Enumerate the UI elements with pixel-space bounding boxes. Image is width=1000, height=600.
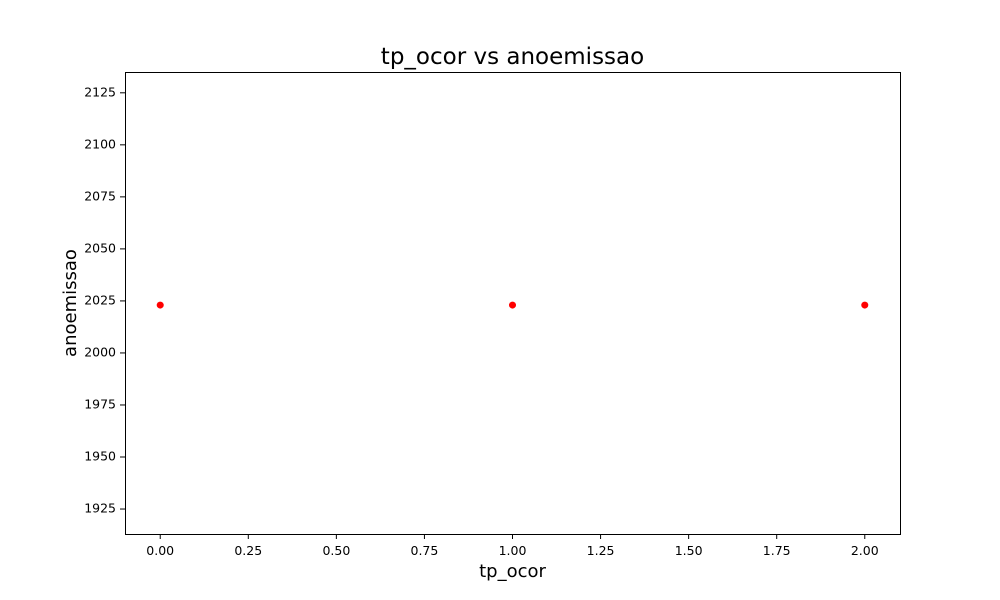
x-tick-label: 0.25 xyxy=(234,543,262,558)
y-axis-title: anoemissao xyxy=(60,249,81,357)
x-axis-title: tp_ocor xyxy=(479,561,546,582)
y-tick-label: 1925 xyxy=(84,501,116,516)
data-point xyxy=(156,301,164,309)
y-axis: 1925 1950 1975 2000 2025 2050 2075 2100 2125 xyxy=(84,84,125,516)
y-tick-label: 2050 xyxy=(84,240,116,255)
data-point xyxy=(509,301,516,309)
x-tick-label: 1.50 xyxy=(675,543,703,558)
data-points xyxy=(156,301,869,309)
y-tick-label: 1975 xyxy=(84,396,116,411)
y-tick-label: 2125 xyxy=(84,84,116,99)
y-tick-label: 2100 xyxy=(84,136,116,151)
x-tick-label: 0.75 xyxy=(411,543,439,558)
x-tick-label: 1.00 xyxy=(499,543,527,558)
x-tick-label: 1.25 xyxy=(587,543,615,558)
x-axis: 0.00 0.25 0.50 0.75 1.00 1.25 1.50 1.75 2.00 xyxy=(146,534,879,558)
x-tick-label: 2.00 xyxy=(851,543,879,558)
x-tick-label: 0.00 xyxy=(146,543,174,558)
x-tick-label: 1.75 xyxy=(763,543,791,558)
data-point xyxy=(861,301,869,309)
chart-title: tp_ocor vs anoemissao xyxy=(381,44,644,70)
y-tick-label: 2025 xyxy=(84,292,116,307)
plot-frame xyxy=(125,72,901,535)
y-tick-label: 2000 xyxy=(84,344,116,359)
x-tick-label: 0.50 xyxy=(322,543,350,558)
y-tick-label: 1950 xyxy=(84,449,116,464)
y-tick-label: 2075 xyxy=(84,188,116,203)
